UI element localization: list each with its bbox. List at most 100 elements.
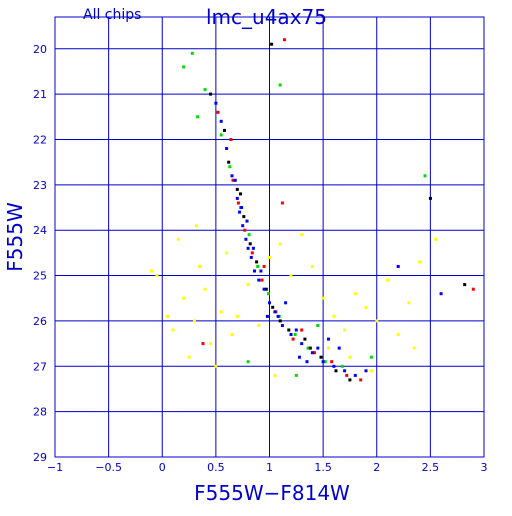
scatter-point: [236, 201, 240, 205]
scatter-point: [235, 314, 239, 318]
scatter-point: [428, 196, 432, 200]
scatter-point: [198, 265, 202, 268]
scatter-point: [306, 346, 310, 350]
scatter-point: [343, 369, 347, 373]
scatter-point: [229, 138, 233, 141]
scatter-point: [353, 373, 357, 377]
scatter-point: [262, 287, 266, 291]
scatter-point: [192, 319, 196, 323]
scatter-point: [330, 360, 334, 364]
y-axis-ticks: 20 21 22 23 24 25 26 27 28 29: [33, 43, 47, 464]
scatter-point: [227, 160, 231, 164]
scatter-point: [396, 333, 400, 336]
x-axis-label: F555W−F814W: [194, 481, 350, 505]
scatter-point: [219, 119, 223, 123]
scatter-point: [434, 237, 438, 241]
y-tick-label: 21: [33, 88, 47, 101]
y-tick-label: 24: [33, 224, 47, 237]
scatter-point: [187, 355, 191, 359]
data-points: [150, 38, 475, 382]
scatter-point: [345, 373, 349, 377]
scatter-point: [246, 283, 250, 287]
x-tick-label: 3: [481, 461, 488, 474]
scatter-point: [195, 224, 199, 228]
scatter-point: [412, 346, 416, 350]
x-tick-label: 0: [159, 461, 166, 474]
scatter-point: [278, 242, 282, 246]
scatter-point: [364, 369, 368, 373]
scatter-point: [284, 301, 288, 305]
scatter-point: [176, 237, 180, 241]
scatter-point: [240, 206, 244, 209]
scatter-point: [287, 328, 291, 332]
scatter-point: [305, 360, 309, 364]
scatter-point: [225, 251, 229, 255]
scatter-point: [246, 246, 250, 250]
scatter-point: [300, 328, 304, 332]
scatter-point: [364, 305, 368, 309]
scatter-point: [231, 178, 235, 182]
scatter-point: [233, 178, 237, 182]
scatter-point: [327, 346, 330, 350]
scatter-point: [418, 260, 422, 264]
scatter-point: [245, 219, 249, 223]
scatter-point: [271, 305, 275, 309]
scatter-point: [369, 355, 373, 359]
scatter-point: [310, 265, 314, 268]
scatter-point: [321, 360, 325, 364]
scatter-point: [150, 269, 153, 273]
x-tick-label: −0.5: [95, 461, 122, 474]
scatter-point: [316, 346, 320, 350]
scatter-point: [264, 287, 268, 291]
scatter-point: [308, 346, 312, 350]
scatter-point: [280, 201, 284, 205]
scatter-point: [219, 310, 223, 314]
scatter-point: [273, 373, 277, 377]
scatter-point: [239, 192, 242, 196]
scatter-point: [319, 355, 323, 359]
scatter-point: [257, 278, 261, 282]
scatter-point: [182, 296, 186, 300]
x-axis-ticks: −1 −0.5 0 0.5 1 1.5 2 2.5 3: [47, 461, 488, 474]
scatter-point: [250, 251, 254, 255]
scatter-point: [253, 269, 256, 273]
scatter-point: [256, 265, 260, 268]
scatter-point: [182, 65, 186, 69]
scatter-point: [259, 269, 263, 273]
scatter-point: [166, 314, 170, 318]
scatter-point: [343, 328, 347, 332]
scatter-point: [293, 333, 297, 336]
y-tick-label: 20: [33, 43, 47, 56]
scatter-point: [439, 292, 443, 296]
scatter-point: [203, 88, 207, 92]
y-tick-label: 28: [33, 406, 47, 419]
scatter-point: [268, 255, 271, 259]
scatter-point: [235, 187, 239, 191]
scatter-point: [216, 110, 220, 114]
scatter-point: [291, 337, 295, 341]
scatter-point: [278, 83, 282, 87]
scatter-point: [235, 196, 239, 200]
scatter-point: [294, 328, 298, 332]
scatter-point: [323, 360, 327, 364]
x-tick-label: 1.5: [314, 461, 332, 474]
scatter-point: [214, 364, 218, 368]
chart-title: lmc_u4ax75: [206, 5, 327, 29]
x-tick-label: 2.5: [422, 461, 440, 474]
scatter-point: [340, 364, 344, 368]
scatter-point: [246, 360, 250, 364]
scatter-point: [260, 278, 264, 282]
scatter-point: [407, 301, 411, 305]
scatter-point: [255, 260, 259, 264]
scatter-point: [294, 373, 298, 377]
scatter-point: [463, 283, 467, 287]
scatter-point: [265, 314, 269, 318]
scatter-point: [155, 274, 159, 278]
chart-subtitle: All chips: [83, 7, 141, 23]
scatter-point: [289, 333, 293, 336]
scatter-point: [201, 342, 205, 346]
scatter-point: [313, 351, 316, 355]
scatter-point: [289, 274, 293, 278]
